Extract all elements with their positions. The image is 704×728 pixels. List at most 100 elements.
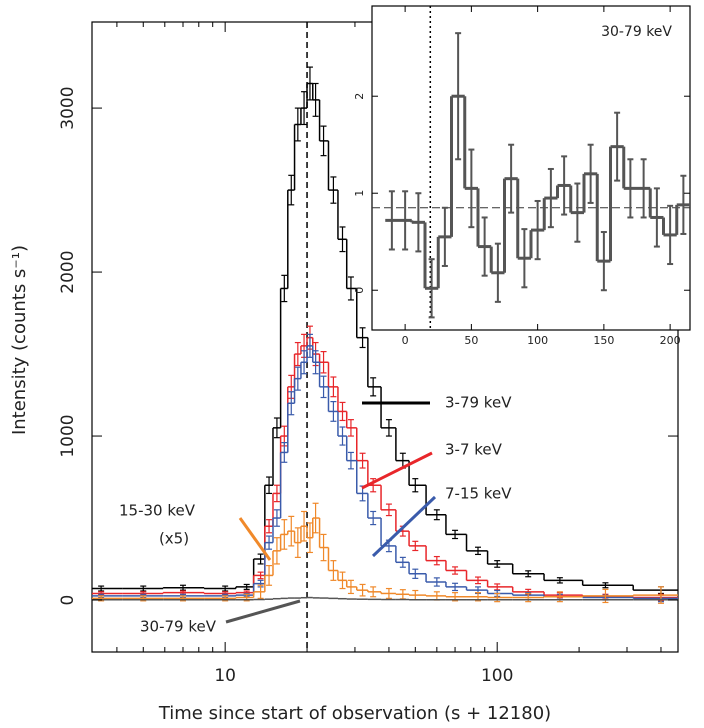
error-bar: [339, 426, 346, 446]
error-bar: [561, 155, 568, 216]
error-bar: [288, 391, 295, 416]
error-bar: [452, 582, 459, 592]
series-clip: [372, 6, 690, 330]
error-bar: [320, 375, 327, 399]
error-bar: [385, 503, 392, 517]
error-bar: [388, 190, 395, 251]
y-axis-label: Intensity (counts s⁻¹): [9, 245, 30, 435]
error-bar: [347, 451, 354, 470]
legend-label: 30-79 keV: [140, 618, 217, 636]
error-bar: [294, 527, 301, 558]
error-bar: [281, 442, 288, 463]
error-bar: [474, 576, 481, 585]
error-bar: [614, 111, 621, 182]
error-bar: [680, 174, 687, 235]
y-tick-label: 2000: [58, 250, 78, 293]
error-bar: [602, 582, 609, 589]
x-tick-label: 100: [527, 334, 548, 347]
error-bar: [339, 226, 346, 253]
x-tick-label: 200: [660, 334, 681, 347]
legend-label: 7-15 keV: [445, 485, 512, 503]
error-bar: [452, 529, 459, 540]
error-bar: [243, 583, 250, 590]
error-bar: [359, 583, 366, 597]
step-connector: [235, 345, 634, 599]
plot-group: 0 50 100 150 200 0 1 2 30-79 keV: [353, 5, 691, 347]
error-bar: [600, 231, 607, 292]
error-bar: [266, 535, 273, 550]
error-bar: [273, 509, 280, 527]
error-bar: [433, 555, 440, 566]
error-bar: [257, 584, 264, 599]
error-bar: [330, 376, 337, 398]
step-connector: [410, 96, 679, 289]
error-bar: [312, 350, 319, 375]
error-bar: [433, 509, 440, 521]
error-bar: [312, 82, 319, 117]
error-bar: [301, 510, 308, 542]
error-bar: [281, 519, 288, 550]
error-bar: [294, 366, 301, 391]
error-bar: [306, 333, 313, 358]
error-bar: [359, 452, 366, 469]
legend-label: 15-30 keV: [119, 502, 196, 520]
error-bar: [330, 176, 337, 204]
error-bar: [412, 478, 419, 493]
error-bar: [433, 577, 440, 587]
error-bar: [415, 192, 422, 253]
y-tick-label: 1000: [58, 414, 78, 457]
legend-label: 3-79 keV: [445, 394, 512, 412]
error-bar: [140, 585, 147, 592]
error-bar: [574, 182, 581, 243]
step-connector: [162, 337, 634, 598]
error-bar: [306, 522, 313, 554]
error-bar: [281, 274, 288, 303]
error-bar: [320, 533, 327, 562]
error-bar: [452, 566, 459, 575]
error-bar: [330, 560, 337, 581]
error-bar: [266, 476, 273, 495]
error-bar: [494, 242, 501, 303]
error-bar: [339, 401, 346, 422]
error-bar: [508, 143, 515, 214]
error-bar: [370, 510, 377, 526]
error-bar: [481, 216, 488, 277]
error-bar: [370, 377, 377, 397]
x-tick-label: 150: [593, 334, 614, 347]
x-axis-label: Time since start of observation (s + 121…: [158, 703, 551, 724]
legend-leader: [225, 599, 301, 624]
error-bar: [312, 502, 319, 534]
error-bar: [320, 350, 327, 374]
error-bar: [455, 32, 462, 161]
series-clip: [92, 22, 678, 652]
y-tick-label: 2: [353, 93, 366, 100]
error-bar: [494, 583, 501, 591]
x-tick-label: 10: [214, 666, 236, 686]
error-bar: [294, 107, 301, 142]
y-tick-label: 0: [58, 595, 78, 606]
error-bar: [266, 519, 273, 534]
error-bar: [288, 515, 295, 547]
error-bar: [653, 187, 660, 248]
error-bar: [330, 401, 337, 422]
error-bar: [534, 199, 541, 261]
legend-leader: [361, 451, 433, 490]
error-bar: [273, 537, 280, 565]
error-bar: [347, 276, 354, 301]
scale-note: (x5): [159, 530, 189, 548]
error-bar: [273, 484, 280, 503]
error-bar: [347, 419, 354, 437]
error-bar: [294, 341, 301, 367]
error-bar: [627, 158, 634, 219]
error-bar: [301, 91, 308, 126]
error-bar: [320, 125, 327, 157]
error-bar: [494, 560, 501, 568]
error-bar: [667, 204, 674, 266]
y-tick-label: 1: [353, 190, 366, 197]
error-bar: [402, 190, 409, 251]
error-bar: [301, 350, 308, 375]
error-bar: [428, 258, 435, 319]
error-bar: [288, 174, 295, 206]
error-bar: [266, 564, 273, 586]
x-tick-label: 100: [481, 666, 513, 686]
